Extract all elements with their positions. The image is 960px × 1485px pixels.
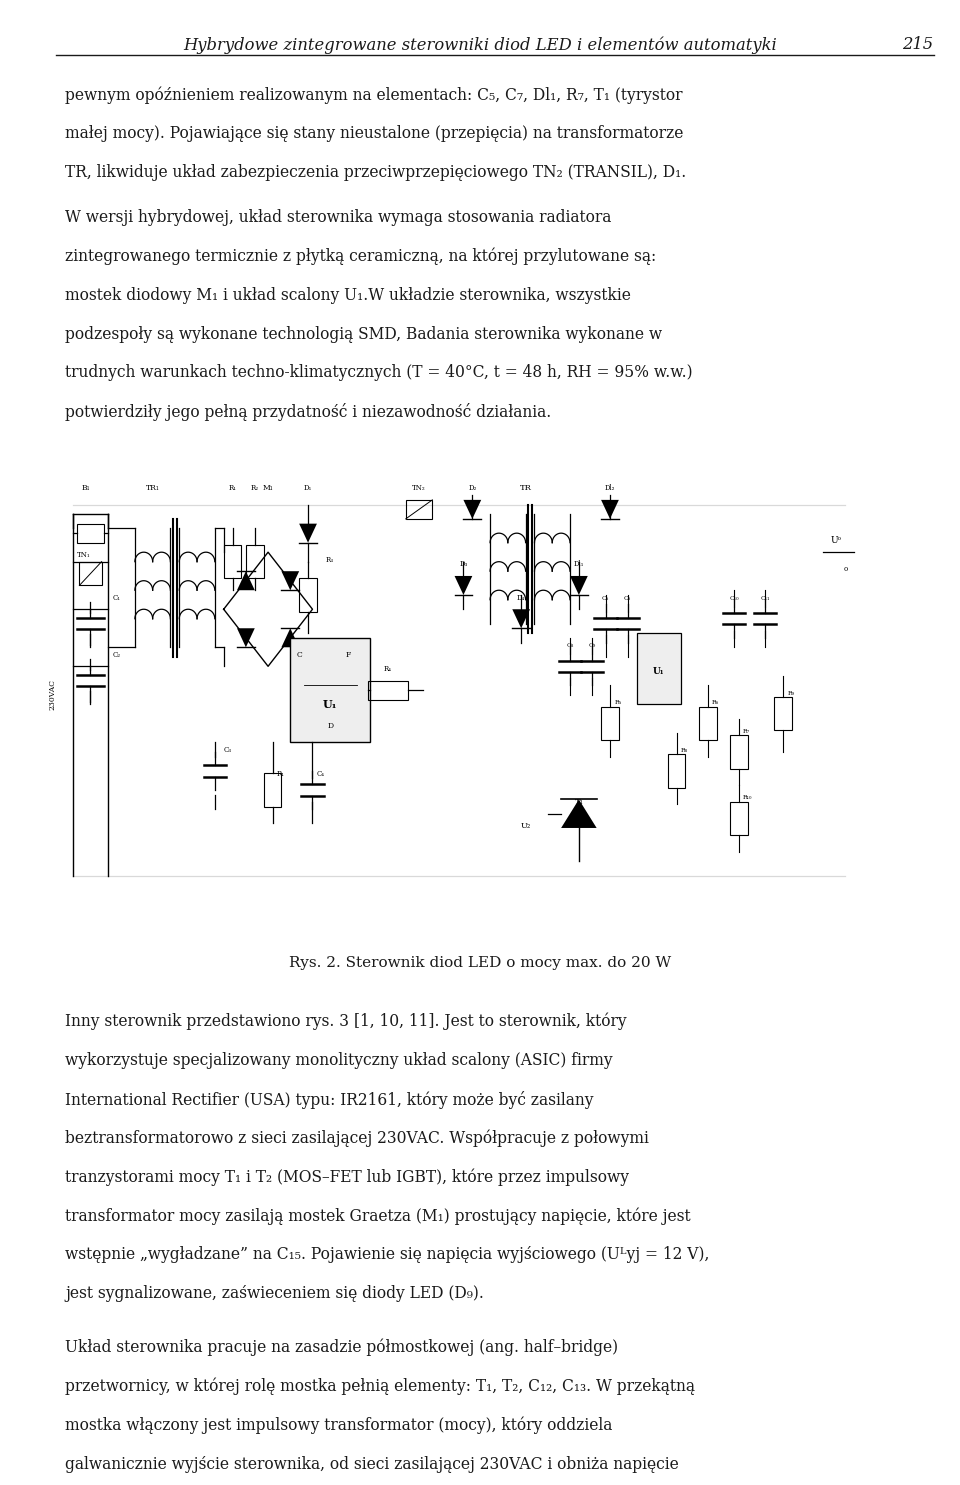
Text: wykorzystuje specjalizowany monolityczny układ scalony (ASIC) firmy: wykorzystuje specjalizowany monolityczny… bbox=[65, 1051, 612, 1069]
Text: transformator mocy zasilają mostek Graetza (M₁) prostujący napięcie, które jest: transformator mocy zasilają mostek Graet… bbox=[65, 1207, 691, 1225]
Text: Dl₁: Dl₁ bbox=[574, 560, 584, 569]
Text: W wersji hybrydowej, układ sterownika wymaga stosowania radiatora: W wersji hybrydowej, układ sterownika wy… bbox=[65, 209, 612, 226]
Text: R₃: R₃ bbox=[325, 555, 334, 564]
Bar bbox=[290, 637, 371, 742]
Text: mostek diodowy M₁ i układ scalony U₁.W układzie sterownika, wszystkie: mostek diodowy M₁ i układ scalony U₁.W u… bbox=[65, 287, 631, 303]
Polygon shape bbox=[601, 500, 619, 518]
Text: D₂: D₂ bbox=[468, 484, 476, 493]
Text: D₄: D₄ bbox=[517, 594, 525, 601]
Text: C₄: C₄ bbox=[317, 769, 324, 778]
Text: C₉: C₉ bbox=[588, 643, 596, 649]
Text: T₁: T₁ bbox=[574, 799, 584, 806]
Text: potwierdziły jego pełną przydatność i niezawodność działania.: potwierdziły jego pełną przydatność i ni… bbox=[65, 404, 552, 422]
Text: o: o bbox=[843, 566, 848, 573]
Text: wstępnie „wygładzane” na C₁₅. Pojawienie się napięcia wyjściowego (Uᴸyj = 12 V),: wstępnie „wygładzane” na C₁₅. Pojawienie… bbox=[65, 1246, 709, 1264]
Text: TR: TR bbox=[519, 484, 532, 493]
Text: C₈: C₈ bbox=[566, 643, 574, 649]
Text: 215: 215 bbox=[902, 36, 933, 53]
Text: TN₁: TN₁ bbox=[77, 551, 91, 558]
Polygon shape bbox=[300, 524, 317, 542]
Text: galwanicznie wyjście sterownika, od sieci zasilającej 230VAC i obniża napięcie: galwanicznie wyjście sterownika, od siec… bbox=[65, 1455, 679, 1473]
Text: beztransformatorowo z sieci zasilającej 230VAC. Współpracuje z połowymi: beztransformatorowo z sieci zasilającej … bbox=[65, 1130, 649, 1146]
Text: R₆: R₆ bbox=[712, 701, 719, 705]
Text: C₁: C₁ bbox=[112, 594, 121, 601]
Text: jest sygnalizowane, zaświeceniem się diody LED (D₉).: jest sygnalizowane, zaświeceniem się dio… bbox=[65, 1285, 484, 1302]
Polygon shape bbox=[237, 572, 254, 590]
Bar bbox=[300, 578, 317, 612]
Text: M₁: M₁ bbox=[263, 484, 274, 493]
Text: przetwornicy, w której rolę mostka pełnią elementy: T₁, T₂, C₁₂, C₁₃. W przekątn: przetwornicy, w której rolę mostka pełni… bbox=[65, 1378, 695, 1396]
Bar bbox=[80, 561, 102, 585]
Bar bbox=[774, 698, 792, 731]
Text: Dl₂: Dl₂ bbox=[605, 484, 615, 493]
Text: 230VAC: 230VAC bbox=[49, 679, 57, 710]
Bar bbox=[636, 633, 681, 704]
Text: Rys. 2. Sterownik diod LED o mocy max. do 20 W: Rys. 2. Sterownik diod LED o mocy max. d… bbox=[289, 956, 671, 970]
Text: R₉: R₉ bbox=[787, 691, 795, 696]
Text: pewnym opóźnieniem realizowanym na elementach: C₅, C₇, Dl₁, R₇, T₁ (tyrystor: pewnym opóźnieniem realizowanym na eleme… bbox=[65, 86, 683, 104]
Bar bbox=[224, 545, 241, 578]
Text: C₁₁: C₁₁ bbox=[760, 595, 770, 601]
Text: C₆: C₆ bbox=[624, 595, 632, 601]
Text: R₈: R₈ bbox=[681, 748, 688, 753]
Text: podzespoły są wykonane technologią SMD, Badania sterownika wykonane w: podzespoły są wykonane technologią SMD, … bbox=[65, 325, 662, 343]
Bar bbox=[368, 680, 408, 699]
Text: mostka włączony jest impulsowy transformator (mocy), który oddziela: mostka włączony jest impulsowy transform… bbox=[65, 1417, 612, 1435]
Bar bbox=[699, 707, 716, 740]
Text: TR, likwiduje układ zabezpieczenia przeciwprzepięciowego TN₂ (TRANSIL), D₁.: TR, likwiduje układ zabezpieczenia przec… bbox=[65, 163, 686, 181]
Text: Inny sterownik przedstawiono rys. 3 [1, 10, 11]. Jest to sterownik, który: Inny sterownik przedstawiono rys. 3 [1, … bbox=[65, 1013, 627, 1031]
Text: R₁: R₁ bbox=[276, 769, 285, 778]
Text: C₁₀: C₁₀ bbox=[730, 595, 739, 601]
Text: U₂: U₂ bbox=[520, 823, 531, 830]
Polygon shape bbox=[237, 628, 254, 647]
Polygon shape bbox=[561, 799, 596, 829]
Text: C₅: C₅ bbox=[602, 595, 610, 601]
Text: TN₂: TN₂ bbox=[412, 484, 426, 493]
Text: D₁: D₁ bbox=[304, 484, 312, 493]
Text: tranzystorami mocy T₁ i T₂ (MOS–FET lub IGBT), które przez impulsowy: tranzystorami mocy T₁ i T₂ (MOS–FET lub … bbox=[65, 1169, 630, 1187]
Text: R₁₀: R₁₀ bbox=[743, 796, 753, 800]
Bar bbox=[246, 545, 264, 578]
Text: R₁: R₁ bbox=[228, 484, 236, 493]
Text: D₃: D₃ bbox=[459, 560, 468, 569]
Text: C₂: C₂ bbox=[112, 650, 121, 659]
Text: R₅: R₅ bbox=[614, 701, 621, 705]
Bar bbox=[730, 735, 748, 769]
Text: B₁: B₁ bbox=[82, 484, 90, 493]
Bar bbox=[77, 524, 104, 542]
Polygon shape bbox=[281, 628, 300, 647]
Text: Hybrydowe zintegrowane sterowniki diod LED i elementów automatyki: Hybrydowe zintegrowane sterowniki diod L… bbox=[183, 36, 777, 53]
Bar bbox=[264, 774, 281, 806]
Polygon shape bbox=[570, 576, 588, 595]
Text: Uᵒ: Uᵒ bbox=[831, 536, 842, 545]
Text: Układ sterownika pracuje na zasadzie półmostkowej (ang. half–bridge): Układ sterownika pracuje na zasadzie pół… bbox=[65, 1339, 618, 1356]
Text: R₂: R₂ bbox=[251, 484, 259, 493]
Bar bbox=[406, 500, 432, 518]
Text: C: C bbox=[297, 650, 302, 659]
Text: trudnych warunkach techno-klimatycznych (T = 40°C, t = 48 h, RH = 95% w.w.): trudnych warunkach techno-klimatycznych … bbox=[65, 364, 693, 382]
Text: R₄: R₄ bbox=[384, 665, 392, 673]
Text: International Rectifier (USA) typu: IR2161, który może być zasilany: International Rectifier (USA) typu: IR21… bbox=[65, 1090, 594, 1109]
Text: F: F bbox=[346, 650, 350, 659]
Text: zintegrowanego termicznie z płytką ceramiczną, na której przylutowane są:: zintegrowanego termicznie z płytką ceram… bbox=[65, 248, 657, 266]
Text: U₁: U₁ bbox=[323, 699, 338, 710]
Bar bbox=[601, 707, 619, 740]
Text: R₇: R₇ bbox=[743, 729, 751, 734]
Text: C₃: C₃ bbox=[224, 745, 231, 754]
Bar bbox=[730, 802, 748, 835]
Polygon shape bbox=[454, 576, 472, 595]
Text: U₁: U₁ bbox=[653, 667, 664, 676]
Text: D: D bbox=[327, 722, 333, 731]
Bar bbox=[667, 754, 685, 787]
Text: TR₁: TR₁ bbox=[146, 484, 159, 493]
Polygon shape bbox=[513, 609, 530, 628]
Text: małej mocy). Pojawiające się stany nieustalone (przepięcia) na transformatorze: małej mocy). Pojawiające się stany nieus… bbox=[65, 125, 684, 143]
Polygon shape bbox=[281, 572, 300, 590]
Polygon shape bbox=[464, 500, 481, 518]
